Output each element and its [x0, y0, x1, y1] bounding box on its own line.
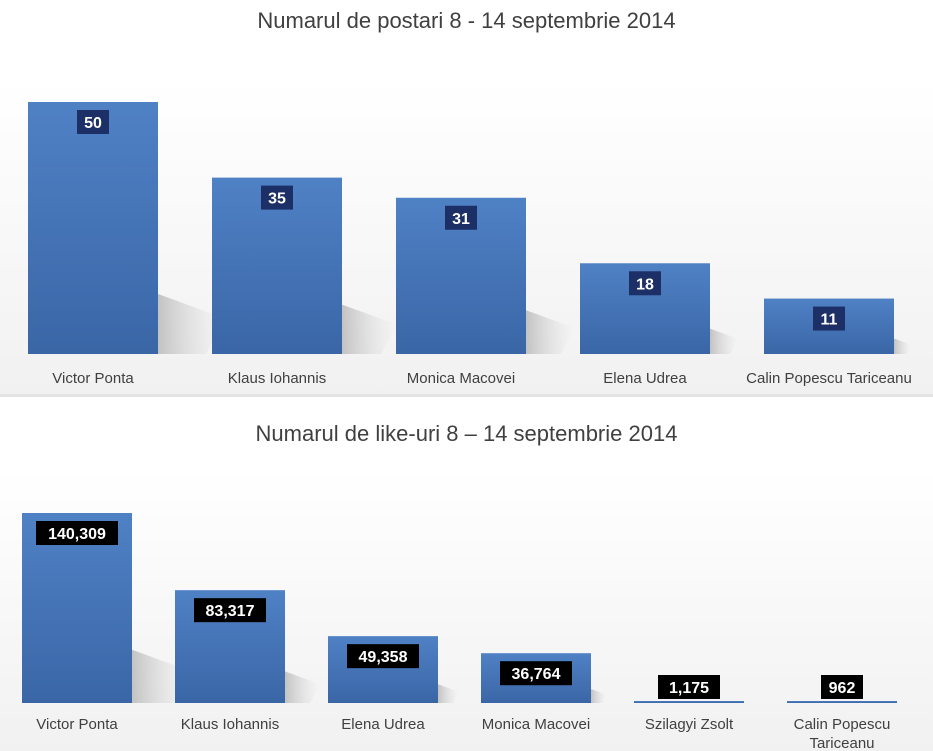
category-label: Tariceanu [809, 735, 874, 751]
chart-postari-plot: 50 Victor Ponta 35 Klaus Iohannis 31 Monica M… [28, 102, 912, 387]
category-label: Elena Udrea [341, 716, 425, 733]
data-label-box [445, 205, 477, 230]
data-label: 50 [84, 115, 102, 132]
data-label: 140,309 [48, 526, 106, 543]
data-label-box [813, 306, 845, 331]
category-label: Calin Popescu Tariceanu [746, 370, 912, 387]
bar-shadow [438, 684, 459, 703]
data-label-box [347, 644, 419, 669]
bar [28, 102, 158, 354]
data-label-box [261, 185, 293, 210]
data-label: 31 [452, 211, 470, 228]
category-label: Victor Ponta [52, 370, 134, 387]
data-label-box [77, 110, 109, 134]
data-label: 35 [268, 191, 286, 208]
data-label: 962 [829, 680, 856, 697]
data-label-box [821, 675, 863, 699]
category-label: Calin Popescu [794, 716, 891, 733]
data-label-box [36, 521, 118, 545]
data-label-box [629, 271, 661, 296]
bar-shadow [897, 702, 898, 703]
bar-shadow [894, 338, 912, 354]
category-label: Klaus Iohannis [181, 716, 279, 733]
data-label-box [194, 598, 266, 623]
bar [634, 701, 744, 703]
bar-shadow [158, 294, 224, 354]
data-label-box [500, 661, 572, 686]
chart-title-likeuri: Numarul de like-uri 8 – 14 septembrie 20… [255, 421, 678, 446]
data-label: 11 [821, 312, 838, 329]
category-label: Victor Ponta [36, 716, 118, 733]
data-label: 1,175 [669, 680, 709, 697]
chart-likeuri-plot: 140,309 Victor Ponta 83,317 Klaus Iohannis 4… [22, 513, 898, 751]
bar-shadow [285, 671, 320, 703]
bar-shadow [744, 702, 745, 703]
data-label: 18 [636, 276, 654, 293]
category-label: Szilagyi Zsolt [645, 716, 734, 733]
category-label: Elena Udrea [603, 370, 687, 387]
data-label: 36,764 [512, 666, 561, 683]
bar [787, 701, 897, 703]
chart-divider [0, 394, 933, 397]
chart-likeuri: Numarul de like-uri 8 – 14 septembrie 20… [0, 397, 933, 751]
category-label: Monica Macovei [407, 370, 515, 387]
bar-shadow [526, 310, 575, 354]
bar-shadow [710, 328, 738, 354]
category-label: Monica Macovei [482, 716, 590, 733]
data-label-box [658, 675, 720, 699]
data-label: 49,358 [359, 649, 408, 666]
bar-shadow [342, 304, 397, 354]
bar-shadow [591, 689, 607, 703]
chart-postari: Numarul de postari 8 - 14 septembrie 201… [0, 0, 933, 394]
chart-title-postari: Numarul de postari 8 - 14 septembrie 201… [257, 8, 676, 33]
category-label: Klaus Iohannis [228, 370, 326, 387]
data-label: 83,317 [206, 603, 255, 620]
